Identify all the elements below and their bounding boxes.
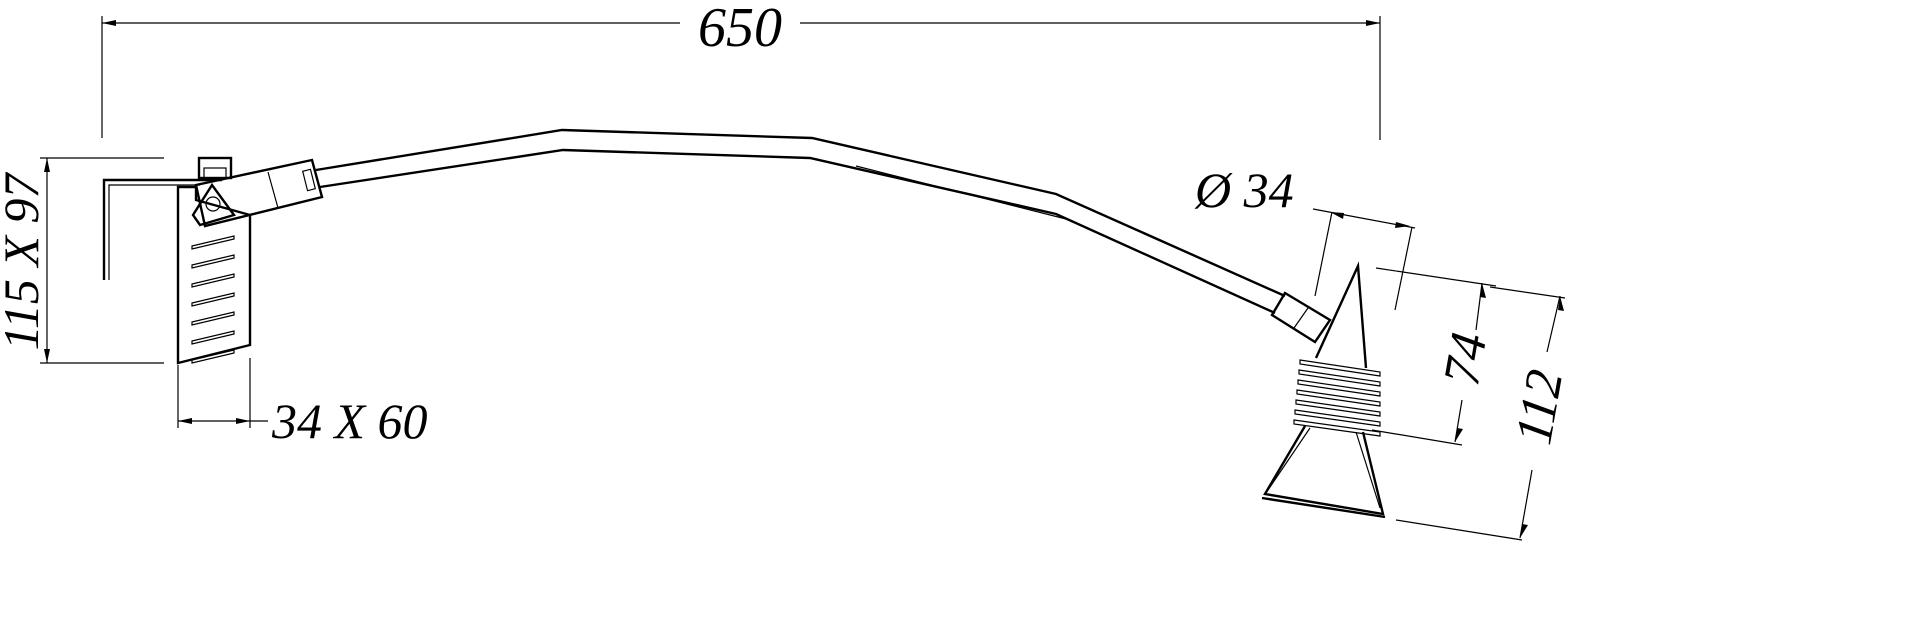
driver-box [176,182,252,365]
dim-label-74: 74 [1433,329,1498,390]
vent-slot [191,292,235,307]
vent-slot [191,254,235,269]
lamp-head [1261,261,1386,519]
heatsink-fin [1293,419,1381,437]
dimension-74 [1371,267,1497,446]
dim-label-115x97: 115 X 97 [0,172,49,351]
heatsink-fin [1299,359,1381,377]
dimension-34x60 [177,358,268,428]
vent-slot [191,311,235,326]
heatsink-fin [1296,389,1381,407]
heatsink-fin [1295,399,1381,417]
vent-slot [191,330,235,345]
dimension-112 [1395,286,1566,541]
dim-label-diameter: Ø 34 [1194,162,1294,218]
vent-slot [191,273,235,288]
dimension-115x97 [40,157,164,364]
dimension-diameter-34 [1312,208,1416,311]
vent-slot [191,349,235,364]
heatsink-fin [1298,369,1381,387]
dimension-650 [101,16,1381,140]
heatsink-fin [1297,379,1381,397]
dim-label-34x60: 34 X 60 [271,393,428,449]
lamp-arm [194,128,1332,344]
wall-bracket [102,156,233,280]
dim-label-112: 112 [1505,366,1574,449]
vent-slot [191,235,235,250]
dim-label-650: 650 [698,0,782,59]
heatsink-fin [1294,409,1381,427]
